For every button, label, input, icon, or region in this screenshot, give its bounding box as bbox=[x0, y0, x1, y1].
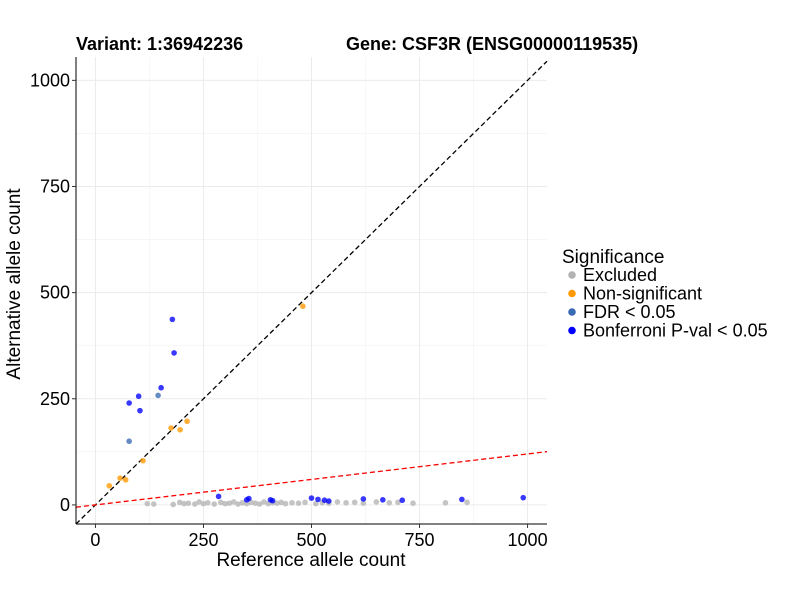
data-point-bonferroni-p-val-0-05 bbox=[379, 497, 386, 503]
legend-key-non-significant bbox=[568, 289, 576, 298]
legend: Significance ExcludedNon-significantFDR … bbox=[562, 247, 768, 341]
data-point-excluded bbox=[230, 499, 237, 505]
x-tick-label: 500 bbox=[296, 530, 326, 550]
grid-lines bbox=[76, 57, 547, 524]
data-point-non-significant bbox=[168, 425, 174, 431]
legend-label-bonferroni-p-val-0-05: Bonferroni P-val < 0.05 bbox=[583, 321, 768, 341]
data-point-excluded bbox=[334, 499, 341, 505]
data-point-bonferroni-p-val-0-05 bbox=[360, 496, 367, 502]
data-point-non-significant bbox=[106, 482, 113, 489]
data-point-excluded bbox=[204, 499, 211, 506]
data-point-excluded bbox=[144, 500, 151, 507]
data-point-bonferroni-p-val-0-05 bbox=[246, 495, 252, 502]
chart-title-variant: Variant: 1:36942236 bbox=[76, 34, 243, 54]
data-point-excluded bbox=[278, 499, 285, 506]
data-point-excluded bbox=[313, 500, 319, 507]
data-point-excluded bbox=[217, 499, 224, 506]
data-point-excluded bbox=[343, 499, 349, 506]
data-point-excluded bbox=[256, 501, 263, 507]
chart-title-gene: Gene: CSF3R (ENSG00000119535) bbox=[346, 34, 638, 54]
data-point-excluded bbox=[200, 500, 207, 507]
data-point-excluded bbox=[211, 501, 218, 507]
data-point-bonferroni-p-val-0-05 bbox=[399, 497, 406, 504]
data-point-bonferroni-p-val-0-05 bbox=[315, 496, 321, 503]
data-point-excluded bbox=[252, 500, 259, 506]
y-tick-label: 1000 bbox=[30, 70, 70, 90]
x-tick-label: 1000 bbox=[508, 530, 548, 550]
x-axis-title: Reference allele count bbox=[216, 550, 406, 571]
data-point-excluded bbox=[302, 499, 308, 506]
data-point-excluded bbox=[373, 499, 380, 505]
y-tick-label: 0 bbox=[60, 495, 70, 515]
data-point-bonferroni-p-val-0-05 bbox=[137, 407, 143, 414]
data-point-bonferroni-p-val-0-05 bbox=[158, 384, 164, 391]
data-point-fdr-0-05 bbox=[155, 392, 161, 399]
x-tick-label: 0 bbox=[90, 530, 100, 550]
data-point-bonferroni-p-val-0-05 bbox=[325, 498, 332, 504]
data-point-bonferroni-p-val-0-05 bbox=[459, 496, 465, 503]
data-point-bonferroni-p-val-0-05 bbox=[171, 350, 177, 356]
data-point-fdr-0-05 bbox=[126, 438, 132, 445]
y-axis-title: Alternative allele count bbox=[4, 188, 25, 380]
x-tick-label: 750 bbox=[405, 530, 435, 550]
data-point-excluded bbox=[282, 500, 289, 507]
data-point-non-significant bbox=[122, 477, 129, 483]
data-point-excluded bbox=[289, 499, 295, 506]
data-point-excluded bbox=[196, 499, 202, 505]
data-point-bonferroni-p-val-0-05 bbox=[215, 493, 222, 500]
data-point-bonferroni-p-val-0-05 bbox=[269, 497, 276, 504]
data-point-excluded bbox=[442, 499, 449, 506]
data-point-excluded bbox=[410, 500, 416, 506]
data-point-excluded bbox=[274, 500, 280, 506]
legend-key-excluded bbox=[568, 271, 576, 279]
data-point-excluded bbox=[360, 500, 367, 506]
data-point-excluded bbox=[239, 499, 246, 506]
data-point-non-significant bbox=[117, 475, 123, 481]
data-point-non-significant bbox=[140, 457, 146, 464]
data-point-excluded bbox=[192, 501, 198, 507]
data-point-excluded bbox=[351, 499, 358, 506]
data-point-excluded bbox=[176, 499, 183, 506]
data-points bbox=[106, 303, 527, 508]
legend-key-bonferroni-p-val-0-05 bbox=[568, 326, 576, 335]
data-point-non-significant bbox=[177, 426, 183, 433]
data-point-non-significant bbox=[300, 303, 306, 310]
data-point-bonferroni-p-val-0-05 bbox=[169, 316, 176, 323]
data-point-bonferroni-p-val-0-05 bbox=[135, 393, 142, 400]
data-point-bonferroni-p-val-0-05 bbox=[126, 400, 132, 406]
legend-key-fdr-0-05 bbox=[568, 308, 576, 316]
data-point-bonferroni-p-val-0-05 bbox=[520, 494, 527, 501]
reference-line-equal-ratio bbox=[75, 60, 548, 525]
legend-label-excluded: Excluded bbox=[583, 265, 657, 285]
legend-title: Significance bbox=[562, 247, 664, 268]
legend-label-non-significant: Non-significant bbox=[583, 284, 702, 304]
data-point-excluded bbox=[222, 500, 228, 507]
data-point-excluded bbox=[464, 499, 470, 506]
y-tick-label: 250 bbox=[40, 389, 70, 409]
data-point-excluded bbox=[395, 499, 401, 506]
data-point-excluded bbox=[235, 501, 241, 507]
data-point-bonferroni-p-val-0-05 bbox=[321, 497, 328, 504]
data-point-excluded bbox=[181, 500, 187, 507]
x-tick-label: 250 bbox=[188, 530, 218, 550]
reference-line-threshold bbox=[75, 451, 548, 508]
data-point-non-significant bbox=[184, 418, 190, 425]
data-point-excluded bbox=[295, 500, 302, 506]
reference-lines bbox=[75, 60, 548, 525]
y-tick-label: 750 bbox=[40, 176, 70, 196]
data-point-excluded bbox=[170, 501, 177, 508]
axes: 0 250 500 750 1000 0 250 500 750 1000 bbox=[30, 57, 548, 550]
y-tick-label: 500 bbox=[40, 283, 70, 303]
data-point-excluded bbox=[150, 501, 157, 507]
legend-label-fdr-0-05: FDR < 0.05 bbox=[583, 302, 676, 322]
data-point-excluded bbox=[226, 500, 233, 506]
data-point-bonferroni-p-val-0-05 bbox=[308, 495, 315, 501]
data-point-excluded bbox=[185, 500, 192, 506]
data-point-excluded bbox=[386, 499, 393, 506]
data-point-excluded bbox=[261, 499, 267, 505]
